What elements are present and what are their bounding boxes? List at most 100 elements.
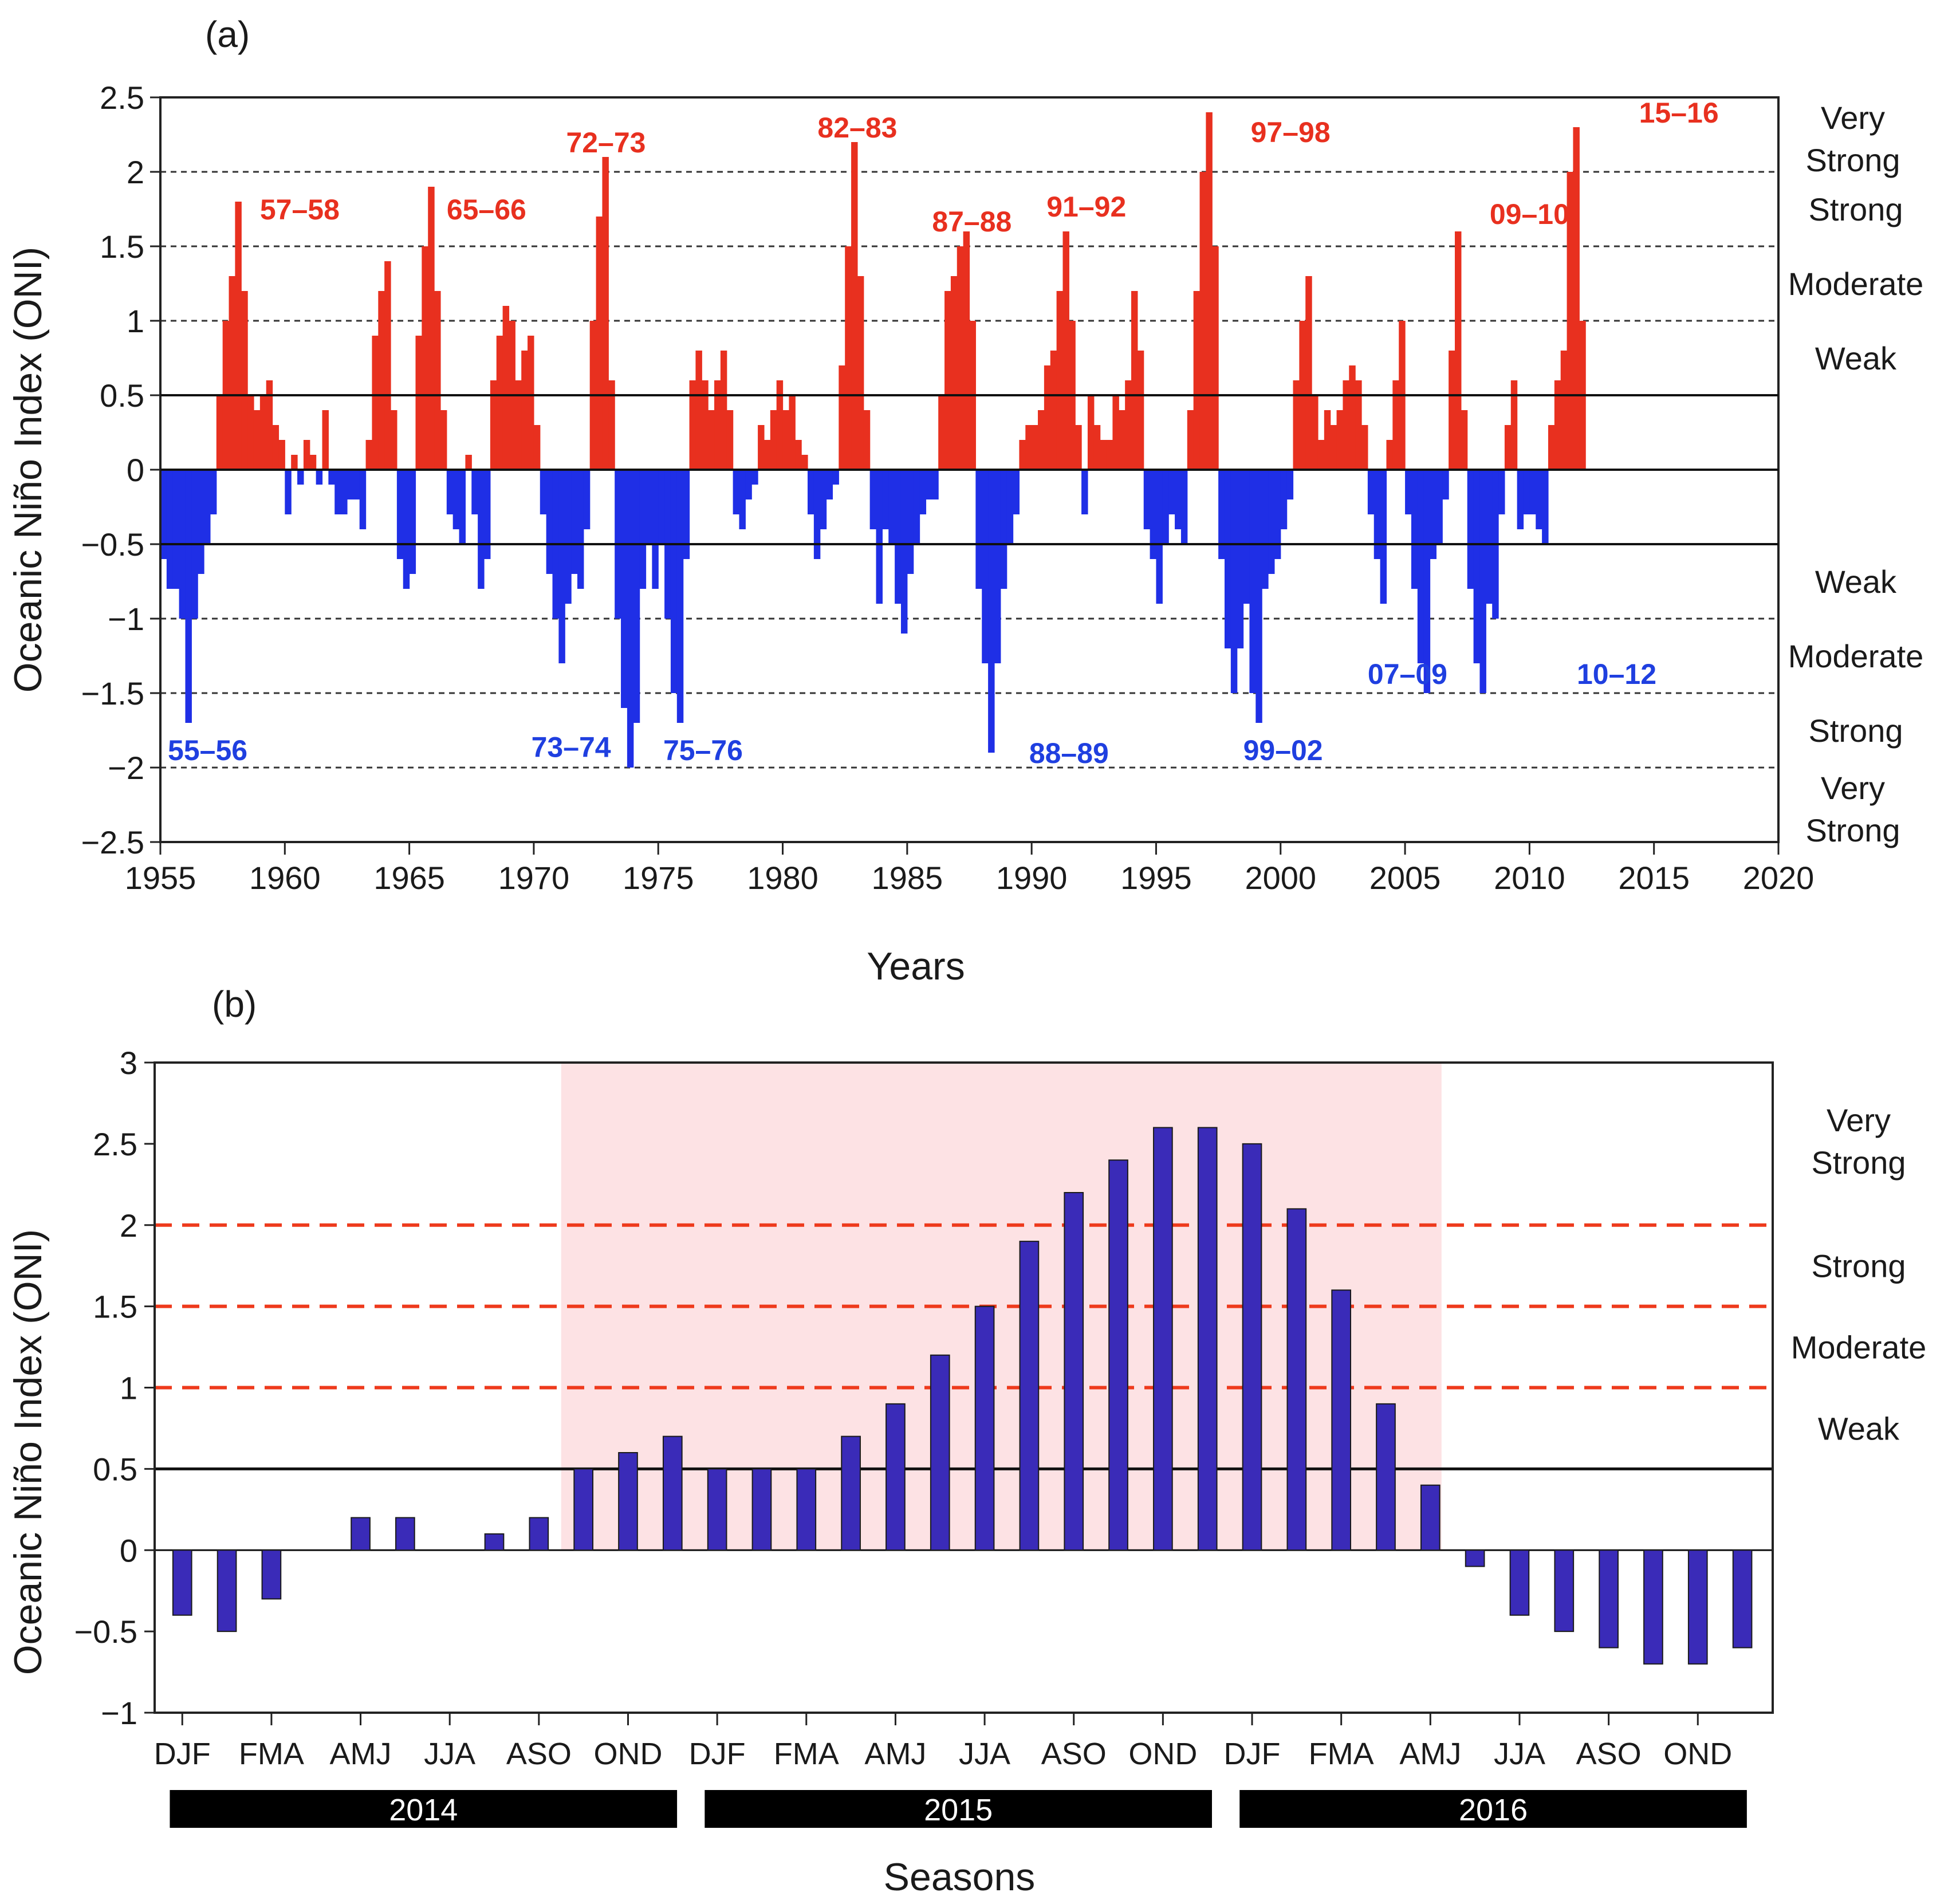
- panel-a-x-tick-label: 1985: [872, 860, 943, 896]
- panel-a-warm-bar: [1093, 425, 1101, 470]
- panel-a-warm-bar: [839, 365, 845, 470]
- panel-b-bar: [484, 1533, 505, 1551]
- panel-a-warm-bar: [1330, 425, 1337, 470]
- panel-a-intensity-label: Strong: [1809, 191, 1903, 227]
- panel-a-cool-bar: [571, 470, 578, 574]
- panel-a-warm-bar: [428, 187, 435, 470]
- panel-a-warm-bar: [1087, 395, 1095, 470]
- panel-a-warm-bar: [1461, 410, 1468, 470]
- panel-a-warm-bar: [1125, 380, 1132, 470]
- panel-a-cool-bar: [869, 470, 877, 529]
- panel-b-bar: [885, 1403, 906, 1551]
- panel-a-cool-bar: [1180, 470, 1188, 544]
- panel-b-x-tick-label: DJF: [1224, 1737, 1281, 1771]
- panel-a-warm-bar: [963, 231, 970, 470]
- panel-a-cool-bar: [484, 470, 491, 559]
- panel-a-warm-bar: [1392, 380, 1399, 470]
- panel-a-cool-bar: [1280, 470, 1288, 529]
- panel-b-bar: [796, 1468, 817, 1551]
- panel-a-x-tick-label: 2015: [1618, 860, 1690, 896]
- panel-b-bar: [1509, 1549, 1530, 1616]
- panel-a-warm-bar: [1199, 172, 1206, 470]
- panel-a-warm-bar: [863, 410, 871, 470]
- panel-a-warm-bar: [695, 351, 702, 470]
- panel-b-bar: [529, 1517, 549, 1551]
- panel-b-year-band: [705, 1790, 1212, 1828]
- panel-a-warm-bar: [1361, 425, 1368, 470]
- panel-a-cool-bar: [1467, 470, 1474, 589]
- panel-a-warm-bar: [938, 395, 945, 470]
- panel-b-bar: [1197, 1127, 1218, 1551]
- panel-a-intensity-label: Weak: [1815, 340, 1897, 376]
- panel-a-x-tick-label: 2005: [1369, 860, 1441, 896]
- panel-a-warm-bar: [1131, 291, 1138, 470]
- panel-a-cool-bar: [1175, 470, 1182, 529]
- panel-b-x-tick-label: AMJ: [1399, 1737, 1461, 1771]
- panel-a-x-tick-label: 1965: [373, 860, 445, 896]
- panel-a-cool-bar: [1411, 470, 1418, 589]
- panel-b-bar: [1554, 1549, 1575, 1632]
- panel-a-cool-bar: [1529, 470, 1536, 514]
- panel-a-warm-bar: [490, 380, 497, 470]
- panel-b-bar: [707, 1468, 727, 1551]
- panel-a-warm-bar: [465, 455, 472, 470]
- panel-a-warm-bar: [378, 291, 385, 470]
- panel-b-year-label: 2014: [389, 1793, 458, 1827]
- panel-b-bar: [841, 1435, 861, 1551]
- panel-a-cool-bar: [172, 470, 180, 589]
- panel-a-warm-bar: [596, 217, 603, 470]
- panel-a-cool-bar: [745, 470, 752, 499]
- panel-a-warm-bar: [1355, 380, 1362, 470]
- panel-b-bar: [1465, 1549, 1485, 1567]
- panel-b-bar: [1019, 1241, 1040, 1551]
- panel-a-intensity-label: Very: [1821, 100, 1885, 136]
- panel-a-warm-bar: [758, 425, 765, 470]
- panel-a-cool-bar: [341, 470, 348, 514]
- panel-a-cool-bar: [1000, 470, 1007, 589]
- panel-a-warm-bar: [770, 410, 777, 470]
- panel-a-cool-bar: [926, 470, 932, 499]
- panel-a-warm-bar: [1573, 127, 1580, 470]
- panel-a-event-label: 75–76: [663, 734, 743, 766]
- panel-a-cool-bar: [558, 470, 565, 663]
- panel-a-cool-bar: [627, 470, 634, 768]
- panel-a-event-label: 65–66: [447, 194, 526, 226]
- panel-a-event-label: 57–58: [260, 194, 340, 226]
- panel-a-intensity-label: Weak: [1815, 564, 1897, 600]
- panel-a-warm-bar: [1212, 246, 1219, 470]
- panel-a-cool-bar: [876, 470, 883, 604]
- panel-a-event-label: 55–56: [168, 734, 247, 766]
- panel-b-x-tick-label: JJA: [1494, 1737, 1545, 1771]
- panel-b-x-tick-label: ASO: [1041, 1737, 1107, 1771]
- panel-a-warm-bar: [309, 455, 317, 470]
- panel-a-cool-bar: [1143, 470, 1151, 529]
- panel-a-warm-bar: [795, 440, 802, 470]
- panel-b-intensity-label: Strong: [1812, 1144, 1906, 1181]
- panel-a-warm-bar: [851, 142, 858, 470]
- panel-a-warm-bar: [944, 291, 951, 470]
- panel-b-bar: [351, 1517, 371, 1551]
- panel-a-cool-bar: [1218, 470, 1225, 559]
- panel-a-cool-bar: [1405, 470, 1412, 514]
- panel-a-cool-bar: [1224, 470, 1231, 648]
- panel-a-cool-bar: [471, 470, 478, 514]
- panel-a-intensity-label: Moderate: [1788, 266, 1924, 302]
- panel-a-x-tick-label: 1960: [249, 860, 321, 896]
- panel-b-chart: (b) 3 2.5 2 1.5 1 0.5 0 −0.5 −1 DJF FMA AMJ JJA ASO O…: [6, 984, 1926, 1899]
- panel-a-warm-bar: [259, 395, 267, 470]
- panel-a-warm-bar: [1336, 410, 1344, 470]
- panel-a-cool-bar: [1417, 470, 1424, 663]
- panel-a-warm-bar: [957, 246, 964, 470]
- panel-a-cool-bar: [565, 470, 572, 604]
- panel-a-cool-bar: [888, 470, 895, 544]
- panel-a-x-axis-title: Years: [867, 945, 965, 988]
- panel-a-cool-bar: [988, 470, 995, 753]
- panel-a-warm-bar: [708, 410, 715, 470]
- panel-a-warm-bar: [602, 157, 609, 470]
- panel-a-cool-bar: [1006, 470, 1014, 544]
- panel-a-y-tick-label: −0.5: [81, 526, 144, 562]
- panel-a-y-tick-label: −1: [108, 601, 144, 637]
- panel-a-warm-bar: [372, 336, 379, 470]
- panel-a-label: (a): [205, 14, 250, 55]
- panel-a-warm-bar: [291, 455, 298, 470]
